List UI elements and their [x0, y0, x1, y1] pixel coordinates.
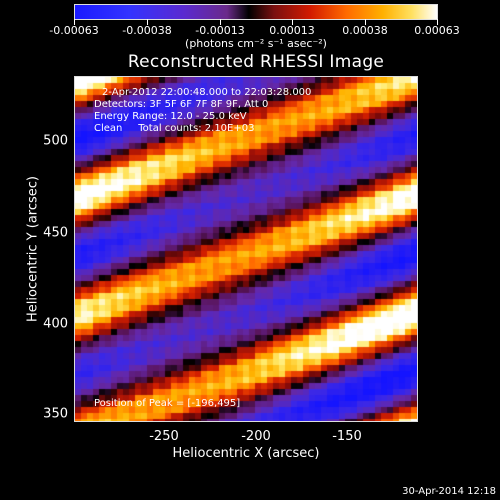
- y-tick-label: 450: [43, 225, 68, 241]
- colorbar-tick-label: -0.00063: [49, 24, 99, 37]
- peak-position-text: Position of Peak = [-196,495]: [94, 398, 241, 409]
- y-tick-label: 400: [43, 316, 68, 332]
- time-range-text: 2-Apr-2012 22:00:48.000 to 22:03:28.000: [102, 87, 312, 98]
- colorbar-tick: [74, 19, 75, 25]
- y-axis-label: Heliocentric Y (arcsec): [25, 176, 41, 322]
- colorbar-tick-label: 0.00013: [269, 24, 315, 37]
- timestamp: 30-Apr-2014 12:18: [402, 486, 496, 497]
- colorbar-tick: [437, 19, 438, 25]
- method-counts-text: Clean Total counts: 2.10E+03: [94, 123, 255, 134]
- colorbar-tick-label: 0.00063: [414, 24, 460, 37]
- x-tick-label: -250: [149, 429, 179, 444]
- colorbar-tick: [292, 19, 293, 25]
- x-tick-label: -150: [332, 429, 362, 444]
- energy-range-text: Energy Range: 12.0 - 25.0 keV: [94, 111, 247, 122]
- y-tick-label: 500: [43, 133, 68, 149]
- colorbar-tick-label: -0.00013: [195, 24, 245, 37]
- colorbar-tick: [147, 19, 148, 25]
- colorbar-tick-label: -0.00038: [122, 24, 172, 37]
- colorbar-tick-label: 0.00038: [342, 24, 388, 37]
- image-plot: [74, 76, 418, 422]
- plot-title: Reconstructed RHESSI Image: [127, 52, 385, 72]
- heatmap-image: [75, 77, 417, 421]
- y-tick-label: 350: [43, 406, 68, 422]
- colorbar-tick: [220, 19, 221, 25]
- x-axis-label: Heliocentric X (arcsec): [172, 446, 320, 461]
- colorbar-units: (photons cm⁻² s⁻¹ asec⁻²): [185, 37, 327, 50]
- detectors-text: Detectors: 3F 5F 6F 7F 8F 9F, Att 0: [94, 99, 269, 110]
- colorbar-tick: [365, 19, 366, 25]
- x-tick-label: -200: [241, 429, 271, 444]
- colorbar: [74, 4, 438, 20]
